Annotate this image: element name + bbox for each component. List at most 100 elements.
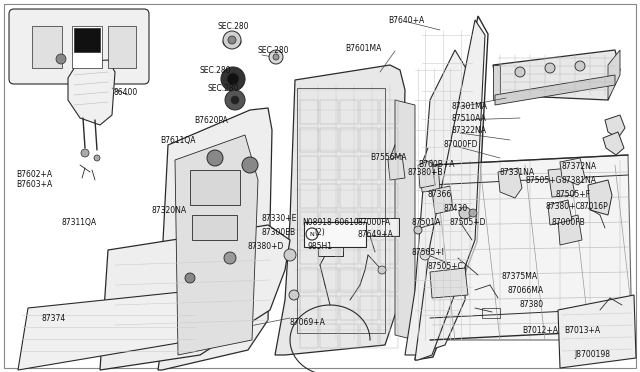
Bar (300, 212, 318, 236)
Text: 87000FB: 87000FB (552, 218, 586, 227)
Text: 87300EB: 87300EB (262, 228, 296, 237)
Bar (380, 128, 398, 152)
Text: 87366: 87366 (428, 190, 452, 199)
Text: 87510AA: 87510AA (452, 114, 487, 123)
Polygon shape (68, 60, 115, 125)
Text: B7620PA: B7620PA (194, 116, 228, 125)
Bar (320, 100, 338, 124)
Text: B7603+A: B7603+A (16, 180, 52, 189)
Circle shape (284, 249, 296, 261)
Text: B7640+A: B7640+A (388, 16, 424, 25)
Circle shape (545, 63, 555, 73)
Text: 87301MA: 87301MA (452, 102, 488, 111)
Bar (340, 268, 358, 292)
Text: 87380: 87380 (520, 300, 544, 309)
Polygon shape (158, 108, 272, 370)
Circle shape (94, 155, 100, 161)
Bar (320, 268, 338, 292)
Bar (360, 296, 378, 320)
Bar (320, 128, 338, 152)
Bar (192, 215, 237, 240)
Bar (340, 296, 358, 320)
Bar (320, 296, 338, 320)
Text: B7611QA: B7611QA (160, 136, 195, 145)
Bar (380, 240, 398, 264)
Circle shape (378, 266, 386, 274)
Bar (320, 184, 338, 208)
Circle shape (515, 67, 525, 77)
Text: J8700198: J8700198 (574, 350, 610, 359)
Text: 87311QA: 87311QA (62, 218, 97, 227)
Text: 87380+B: 87380+B (408, 168, 444, 177)
Polygon shape (588, 180, 612, 215)
Bar (340, 212, 358, 236)
Polygon shape (493, 50, 620, 100)
Text: 87016P: 87016P (580, 202, 609, 211)
Bar (74, 28, 100, 52)
Polygon shape (603, 132, 624, 155)
Bar (380, 212, 398, 236)
Circle shape (227, 73, 239, 85)
Circle shape (414, 226, 422, 234)
Bar (340, 100, 358, 124)
Text: 87381NA: 87381NA (562, 176, 597, 185)
Bar (360, 240, 378, 264)
Polygon shape (18, 290, 200, 370)
Polygon shape (495, 75, 615, 105)
Polygon shape (395, 100, 415, 340)
Bar (380, 156, 398, 180)
Text: 87380+C: 87380+C (546, 202, 582, 211)
Text: 87320NA: 87320NA (152, 206, 187, 215)
Bar (32, 26, 62, 68)
Polygon shape (548, 168, 575, 197)
Polygon shape (418, 160, 435, 188)
Text: 86400: 86400 (113, 88, 137, 97)
Circle shape (289, 290, 299, 300)
Text: B7012+A: B7012+A (522, 326, 558, 335)
Text: B7601MA: B7601MA (345, 44, 381, 53)
Bar (380, 268, 398, 292)
Circle shape (185, 273, 195, 283)
Text: 87066MA: 87066MA (508, 286, 544, 295)
Bar (304, 222, 366, 247)
Bar (360, 100, 378, 124)
Bar (340, 324, 358, 348)
Circle shape (81, 149, 89, 157)
Text: 87069+A: 87069+A (290, 318, 326, 327)
Circle shape (469, 209, 477, 217)
Text: B760B+A: B760B+A (418, 160, 454, 169)
Circle shape (207, 150, 223, 166)
Text: 87505+D: 87505+D (450, 218, 486, 227)
Bar (300, 100, 318, 124)
Circle shape (228, 36, 236, 44)
Bar (360, 128, 378, 152)
Bar (300, 268, 318, 292)
Bar (340, 128, 358, 152)
Circle shape (420, 250, 430, 260)
Circle shape (225, 90, 245, 110)
Text: SEC.280: SEC.280 (200, 66, 232, 75)
Text: N: N (310, 231, 314, 237)
Polygon shape (558, 215, 582, 245)
Bar (357, 218, 399, 236)
Text: 87505+I: 87505+I (412, 248, 445, 257)
Bar (340, 184, 358, 208)
Text: 87380+D: 87380+D (248, 242, 284, 251)
Circle shape (221, 67, 245, 91)
Polygon shape (493, 65, 500, 100)
Polygon shape (388, 155, 405, 180)
Bar (300, 128, 318, 152)
Polygon shape (275, 65, 405, 355)
Text: 87000FD: 87000FD (444, 140, 479, 149)
Polygon shape (558, 295, 636, 368)
Text: B7013+A: B7013+A (564, 326, 600, 335)
Text: B7602+A: B7602+A (16, 170, 52, 179)
Bar (340, 240, 358, 264)
Polygon shape (608, 50, 620, 100)
Text: 87330+E: 87330+E (262, 214, 298, 223)
Bar (320, 240, 338, 264)
Circle shape (459, 207, 471, 219)
Bar (340, 156, 358, 180)
Text: B7556MA: B7556MA (370, 153, 406, 162)
Bar (320, 324, 338, 348)
